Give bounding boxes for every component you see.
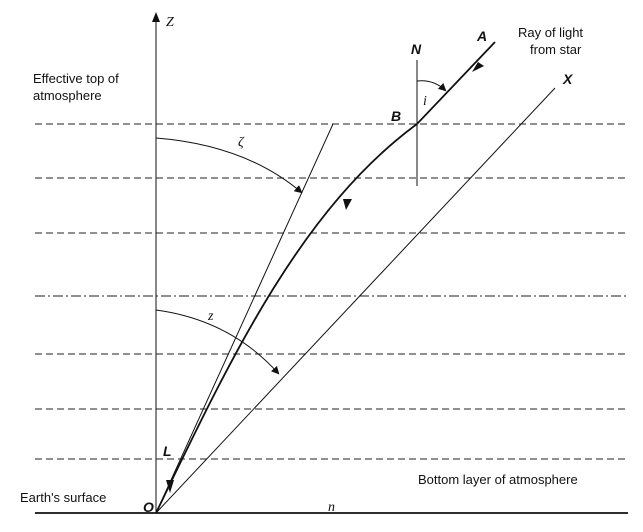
bottom-layer-label: Bottom layer of atmosphere: [418, 472, 578, 487]
zenith-arrowhead: [152, 12, 160, 22]
apparent-direction-line: [155, 123, 334, 514]
label-star-direction-x: X: [562, 71, 574, 87]
label-point-l: L: [163, 443, 172, 459]
ray-arrow-lower: [166, 480, 174, 493]
label-angle-i: i: [423, 94, 427, 109]
refracted-light-ray: [155, 41, 496, 514]
label-z-axis: Z: [166, 15, 174, 30]
effective-top-line1: Effective top of: [33, 71, 119, 86]
true-star-direction-line: [155, 87, 556, 514]
label-ray-end-a: A: [476, 28, 487, 44]
effective-top-line2: atmosphere: [33, 88, 102, 103]
label-horizon-n: n: [328, 500, 335, 515]
ray-note-line2: from star: [530, 42, 582, 57]
ray-arrow-upper: [472, 62, 484, 72]
angle-i-arc: [416, 80, 447, 92]
label-angle-zeta: ζ: [238, 135, 245, 150]
angle-z-arc: [155, 309, 280, 375]
label-angle-z: z: [207, 309, 214, 324]
angle-zeta-arc: [155, 137, 303, 194]
earth-surface-label: Earth's surface: [20, 490, 106, 505]
ray-note-line1: Ray of light: [518, 25, 583, 40]
label-point-b: B: [391, 108, 401, 124]
ray-arrow-middle: [343, 199, 352, 210]
label-normal-n: N: [411, 41, 422, 57]
label-origin-o: O: [143, 499, 154, 515]
